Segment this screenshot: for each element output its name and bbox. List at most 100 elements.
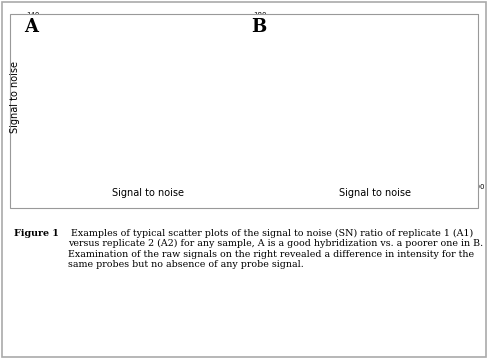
Point: [53, 168, 61, 174]
Point: [166, 78, 174, 83]
Point: [50, 169, 58, 175]
Point: [275, 168, 283, 174]
Point: [312, 131, 320, 136]
Point: [46, 173, 54, 179]
Text: Figure 1: Figure 1: [15, 229, 60, 238]
Point: [129, 103, 137, 109]
Point: [357, 62, 365, 68]
Point: [291, 151, 299, 157]
Point: [43, 174, 51, 180]
Text: Signal to noise: Signal to noise: [112, 188, 183, 199]
Point: [203, 68, 211, 74]
Y-axis label: A2: A2: [16, 92, 25, 102]
Point: [122, 113, 129, 119]
Point: [104, 127, 112, 133]
X-axis label: A1: A1: [369, 191, 380, 200]
Point: [108, 121, 116, 127]
Point: [308, 117, 316, 123]
Text: A: A: [24, 18, 39, 36]
Point: [364, 108, 371, 113]
Point: [315, 122, 323, 127]
Point: [114, 116, 122, 122]
Point: [173, 69, 181, 75]
Point: [273, 170, 281, 176]
Point: [305, 145, 313, 150]
Point: [419, 99, 427, 104]
Point: [329, 117, 337, 123]
Text: Signal to noise: Signal to noise: [339, 188, 410, 199]
Point: [81, 145, 89, 150]
Point: [47, 172, 55, 178]
Point: [284, 160, 292, 166]
Point: [105, 123, 113, 129]
Point: [272, 165, 280, 171]
Point: [267, 176, 275, 181]
Point: [343, 94, 351, 100]
Point: [371, 103, 379, 109]
Point: [433, 94, 441, 100]
Point: [61, 163, 68, 168]
Point: [391, 108, 399, 113]
Point: [64, 160, 72, 166]
Point: [188, 65, 196, 70]
Point: [284, 149, 292, 155]
Point: [181, 66, 188, 71]
Point: [298, 140, 306, 146]
Text: Examples of typical scatter plots of the signal to noise (SN) ratio of replicate: Examples of typical scatter plots of the…: [68, 229, 484, 269]
Point: [41, 176, 49, 181]
Point: [295, 145, 303, 150]
Point: [281, 165, 288, 171]
Point: [447, 103, 454, 109]
Point: [378, 112, 386, 118]
Point: [405, 103, 413, 109]
Text: y = 0.7981x
R² = 0.5716: y = 0.7981x R² = 0.5716: [428, 19, 472, 33]
Point: [336, 103, 344, 109]
Point: [268, 175, 276, 181]
Point: [277, 158, 285, 164]
Point: [151, 87, 159, 93]
Point: [277, 167, 285, 173]
Point: [274, 163, 282, 169]
Point: [133, 101, 141, 107]
Point: [233, 25, 241, 31]
Point: [56, 166, 64, 172]
Point: [144, 97, 152, 102]
Point: [240, 23, 248, 29]
Point: [44, 174, 52, 180]
Point: [269, 174, 277, 180]
Text: Signal to noise: Signal to noise: [10, 61, 20, 133]
Point: [322, 112, 330, 118]
Point: [270, 169, 278, 175]
Point: [270, 174, 278, 180]
Point: [282, 163, 290, 169]
Point: [271, 172, 279, 178]
Point: [350, 66, 358, 72]
Point: [92, 136, 100, 142]
Point: [288, 157, 296, 162]
Point: [159, 76, 166, 82]
Point: [96, 133, 104, 139]
Point: [270, 173, 278, 179]
Point: [308, 149, 316, 155]
Point: [288, 145, 296, 150]
Point: [302, 126, 309, 132]
Y-axis label: A2: A2: [243, 92, 252, 102]
Point: [272, 171, 280, 177]
Point: [52, 169, 60, 175]
Point: [58, 165, 65, 171]
Point: [280, 165, 287, 171]
Point: [67, 158, 75, 163]
Point: [272, 172, 280, 178]
Point: [73, 151, 81, 157]
Point: [68, 157, 76, 162]
Point: [65, 159, 73, 165]
Point: [77, 148, 85, 154]
Point: [281, 154, 288, 159]
X-axis label: A1: A1: [142, 191, 153, 200]
Point: [291, 140, 299, 146]
Text: y = 1.0082x
R² = 0.9925: y = 1.0082x R² = 0.9925: [202, 19, 245, 33]
Point: [99, 128, 107, 134]
Point: [278, 167, 286, 172]
Point: [274, 169, 282, 175]
Point: [55, 167, 62, 173]
